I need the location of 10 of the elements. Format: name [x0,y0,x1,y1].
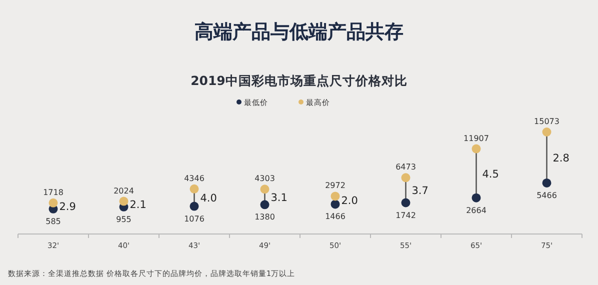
annotation: 4.0 [200,192,217,205]
title: 高端产品与低端产品共存 [194,21,404,43]
annotation: 4.5 [482,168,499,180]
annotation: 2.1 [130,199,146,212]
annotation: 3.1 [270,192,288,204]
annotation: 2.8 [552,152,570,164]
annotation: 2.9 [59,200,76,213]
subtitle: 2019中国彩电市场重点尺寸价格对比 [190,73,408,88]
annotation: 3.7 [412,185,428,198]
annotation: 2.0 [341,195,358,208]
